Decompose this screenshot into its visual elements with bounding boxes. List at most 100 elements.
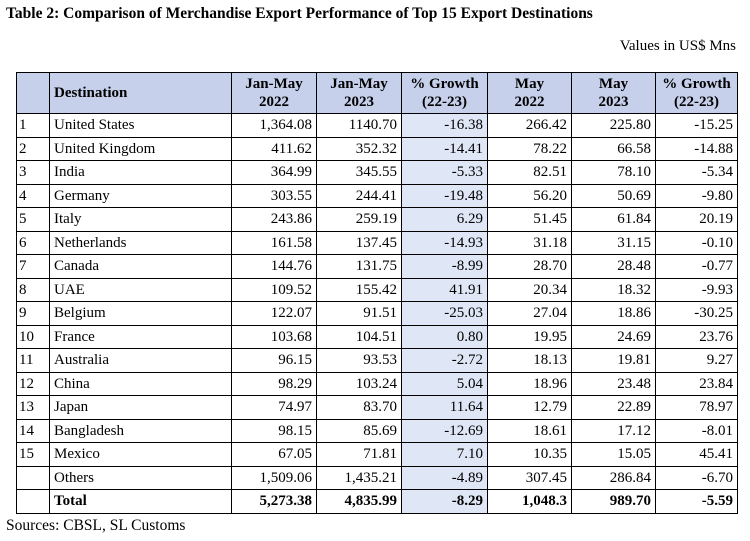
- row-growth-jan-may: -16.38: [401, 113, 488, 138]
- row-jan-may-2023: 71.81: [316, 442, 402, 467]
- row-jan-may-2022: 74.97: [231, 395, 317, 420]
- table-row: 7 Canada 144.76 131.75 -8.99 28.70 28.48 -0.77: [16, 254, 738, 279]
- row-growth-may: 20.19: [655, 207, 738, 232]
- row-jan-may-2023: 137.45: [316, 230, 402, 255]
- row-jan-may-2022: 1,364.08: [231, 113, 317, 138]
- row-jan-may-2023: 4,835.99: [316, 489, 402, 514]
- total-row: Total 5,273.38 4,835.99 -8.29 1,048.3 989.70-…: [16, 489, 738, 514]
- header-growth-may: % Growth (22-23): [655, 72, 738, 114]
- row-index: 8: [16, 277, 50, 302]
- header-may-2023: May 2023: [571, 72, 656, 114]
- row-jan-may-2022: 161.58: [231, 230, 317, 255]
- table-row: 11 Australia 96.15 93.53 -2.72 18.13 19.81 9.27: [16, 348, 738, 373]
- table-row: 4 Germany 303.55 244.41 -19.48 56.20 50.69 -9.8…: [16, 183, 738, 208]
- row-index: 12: [16, 371, 50, 396]
- row-destination: China: [49, 371, 232, 396]
- table-row: 8 UAE 109.52 155.42 41.91 20.34 18.32 -9.93: [16, 277, 738, 302]
- row-growth-may: -15.25: [655, 113, 738, 138]
- row-jan-may-2022: 98.29: [231, 371, 317, 396]
- row-destination: Bangladesh: [49, 418, 232, 443]
- row-may-2023: 23.48: [571, 371, 656, 396]
- table-row: 14 Bangladesh 98.15 85.69 -12.69 18.61 17.12 -8…: [16, 418, 738, 443]
- row-growth-jan-may: 6.29: [401, 207, 488, 232]
- units-note: Values in US$ Mns: [619, 38, 736, 54]
- row-destination: Japan: [49, 395, 232, 420]
- row-index: 6: [16, 230, 50, 255]
- row-index: 7: [16, 254, 50, 279]
- row-destination: Germany: [49, 183, 232, 208]
- row-growth-may: 23.84: [655, 371, 738, 396]
- row-destination: United States: [49, 113, 232, 138]
- table-row: 6 Netherlands 161.58 137.45 -14.93 31.18 31.15…: [16, 230, 738, 255]
- row-index: 13: [16, 395, 50, 420]
- row-may-2022: 18.13: [487, 348, 572, 373]
- row-growth-jan-may: 5.04: [401, 371, 488, 396]
- row-may-2023: 22.89: [571, 395, 656, 420]
- row-destination: UAE: [49, 277, 232, 302]
- row-destination: Belgium: [49, 301, 232, 326]
- row-growth-may: -30.25: [655, 301, 738, 326]
- header-jan-may-2023: Jan-May 2023: [316, 72, 402, 114]
- row-growth-may: -5.34: [655, 160, 738, 185]
- row-growth-may: -0.77: [655, 254, 738, 279]
- row-destination: France: [49, 324, 232, 349]
- row-growth-may: -14.88: [655, 136, 738, 161]
- header-row: Destination Jan-May 2022 Jan-May 2023 % Gr…: [16, 72, 738, 114]
- row-may-2022: 18.61: [487, 418, 572, 443]
- row-destination: Others: [49, 465, 232, 490]
- row-may-2023: 15.05: [571, 442, 656, 467]
- row-jan-may-2022: 122.07: [231, 301, 317, 326]
- row-index: [16, 489, 50, 514]
- row-jan-may-2022: 67.05: [231, 442, 317, 467]
- row-jan-may-2023: 259.19: [316, 207, 402, 232]
- row-index: 2: [16, 136, 50, 161]
- table-body: 1 United States 1,364.08 1140.70 -16.38 266.4…: [16, 113, 738, 514]
- row-growth-jan-may: -2.72: [401, 348, 488, 373]
- row-growth-jan-may: -8.29: [401, 489, 488, 514]
- table-title: Table 2: Comparison of Merchandise Expor…: [6, 5, 593, 22]
- row-jan-may-2022: 5,273.38: [231, 489, 317, 514]
- row-jan-may-2023: 244.41: [316, 183, 402, 208]
- row-growth-may: -5.59: [655, 489, 738, 514]
- row-jan-may-2023: 104.51: [316, 324, 402, 349]
- row-index: 14: [16, 418, 50, 443]
- row-growth-jan-may: -25.03: [401, 301, 488, 326]
- row-growth-may: -0.10: [655, 230, 738, 255]
- row-jan-may-2023: 155.42: [316, 277, 402, 302]
- table-row: 2 United Kingdom 411.62 352.32 -14.41 78.22 66…: [16, 136, 738, 161]
- row-jan-may-2022: 98.15: [231, 418, 317, 443]
- row-index: 1: [16, 113, 50, 138]
- row-destination: Australia: [49, 348, 232, 373]
- row-index: 10: [16, 324, 50, 349]
- row-may-2022: 51.45: [487, 207, 572, 232]
- row-jan-may-2022: 96.15: [231, 348, 317, 373]
- row-jan-may-2022: 303.55: [231, 183, 317, 208]
- row-may-2023: 28.48: [571, 254, 656, 279]
- row-may-2023: 286.84: [571, 465, 656, 490]
- row-growth-may: -9.93: [655, 277, 738, 302]
- table-row: 1 United States 1,364.08 1140.70 -16.38 266.4…: [16, 113, 738, 138]
- table-row: 13 Japan 74.97 83.70 11.64 12.79 22.89 78.97: [16, 395, 738, 420]
- row-destination: Mexico: [49, 442, 232, 467]
- row-jan-may-2022: 144.76: [231, 254, 317, 279]
- row-may-2022: 1,048.3: [487, 489, 572, 514]
- row-may-2023: 225.80: [571, 113, 656, 138]
- row-growth-jan-may: -14.41: [401, 136, 488, 161]
- row-may-2022: 31.18: [487, 230, 572, 255]
- row-may-2022: 307.45: [487, 465, 572, 490]
- row-growth-jan-may: -8.99: [401, 254, 488, 279]
- row-growth-may: -6.70: [655, 465, 738, 490]
- row-destination: Canada: [49, 254, 232, 279]
- row-may-2023: 989.70: [571, 489, 656, 514]
- row-growth-jan-may: 7.10: [401, 442, 488, 467]
- row-index: 15: [16, 442, 50, 467]
- row-growth-jan-may: 0.80: [401, 324, 488, 349]
- row-may-2023: 61.84: [571, 207, 656, 232]
- row-may-2023: 66.58: [571, 136, 656, 161]
- row-destination: India: [49, 160, 232, 185]
- row-jan-may-2023: 91.51: [316, 301, 402, 326]
- row-may-2023: 78.10: [571, 160, 656, 185]
- row-jan-may-2023: 345.55: [316, 160, 402, 185]
- row-growth-jan-may: -5.33: [401, 160, 488, 185]
- row-index: 3: [16, 160, 50, 185]
